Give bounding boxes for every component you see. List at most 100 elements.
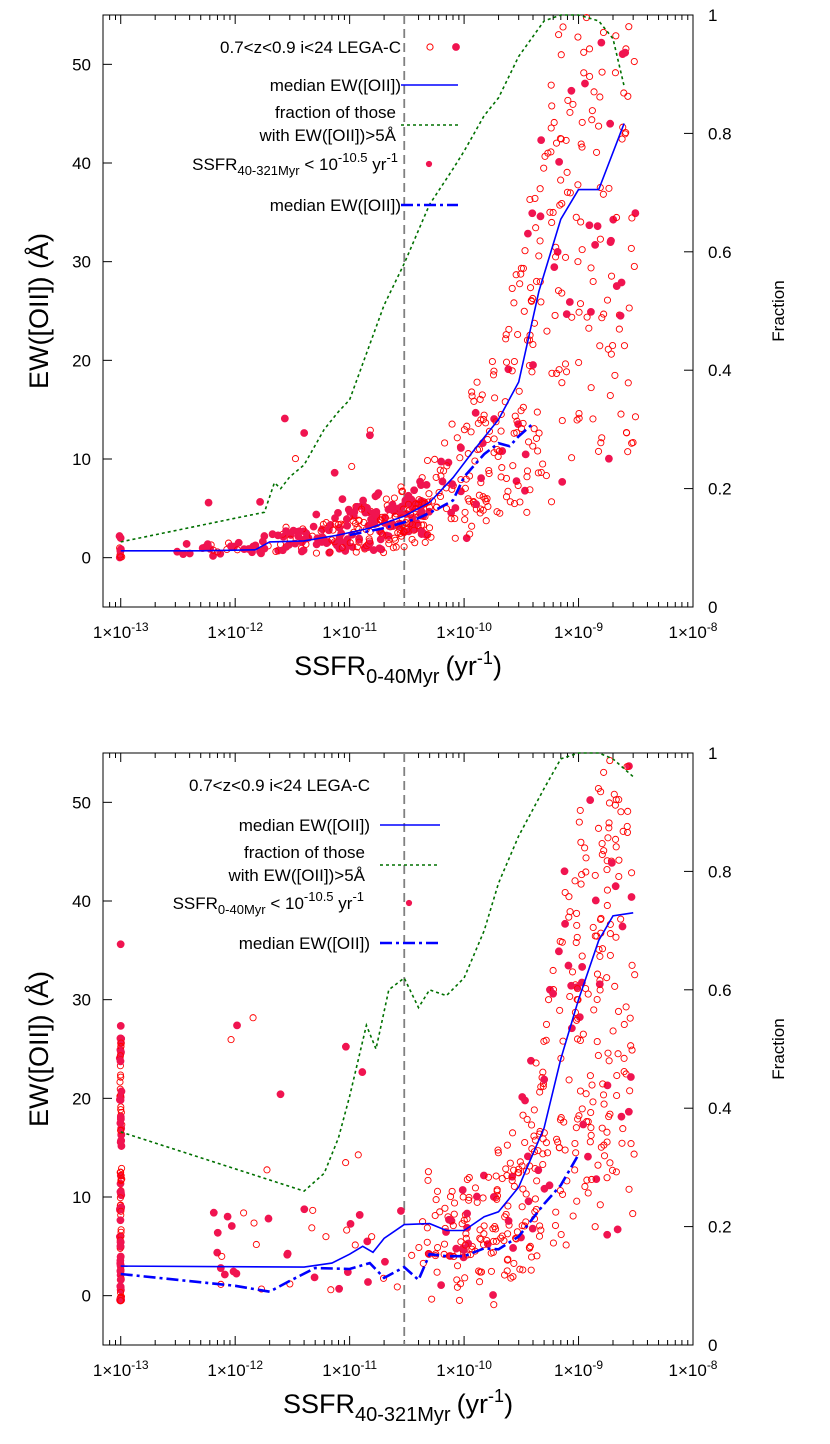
point-open [461,1241,469,1249]
point-open [348,462,356,471]
point-filled [381,1257,389,1266]
point-open [576,806,584,814]
point-filled [116,1138,125,1147]
point-open [593,970,602,978]
point-open [571,877,579,885]
point-open [540,164,548,172]
point-open [586,72,594,81]
point-open [620,89,628,97]
point-open [498,1174,506,1183]
point-filled [584,1152,592,1161]
point-open [578,246,586,254]
point-open [433,1268,441,1276]
point-open [117,1177,125,1185]
point-open [556,201,564,209]
point-filled [536,212,545,221]
point-open [510,500,519,508]
point-open [528,368,536,376]
point-filled [437,457,446,466]
point-open [627,1042,635,1050]
point-filled [233,1021,241,1030]
x-tick-label: 1×10-11 [322,1358,377,1380]
point-open [453,1276,461,1284]
x-tick-label: 1×10-13 [93,1358,149,1380]
point-filled [363,1237,372,1246]
point-filled [463,1209,471,1218]
point-filled [560,867,569,876]
point-open [468,522,476,530]
y-tick-label: 0 [82,1287,91,1306]
point-filled [591,896,600,905]
point-open [408,1251,416,1259]
point-open [355,538,363,546]
point-open [577,838,585,846]
point-open [379,1274,388,1282]
point-open [612,835,620,843]
point-open [537,1083,545,1091]
point-open [476,1234,484,1242]
point-open [631,413,640,421]
point-open [475,1267,483,1275]
point-open [577,218,585,226]
point-open [464,495,472,503]
point-open [516,280,524,288]
x-axis-title: SSFR40-321Myr (yr-1) [283,1386,513,1426]
point-open [569,1212,577,1220]
legend-marker-filled [452,43,460,51]
point-open [569,100,577,108]
point-open [566,992,574,1001]
point-open [620,1068,628,1076]
point-open [480,1222,488,1230]
point-open [598,68,606,76]
y-tick-label: 40 [72,892,91,911]
point-open [603,886,611,894]
point-open [614,1050,622,1058]
point-open [615,796,623,804]
point-open [523,467,532,475]
point-open [450,1199,459,1207]
point-open [117,553,125,561]
point-open [573,909,581,917]
point-open [502,1210,510,1218]
point-open [476,1278,484,1286]
point-open [490,449,498,457]
point-open [547,124,555,132]
point-open [415,496,423,504]
point-open [458,1220,466,1228]
y2-tick-label: 1 [708,6,717,25]
point-open [626,1087,634,1095]
point-open [433,1187,442,1195]
legend-marker-cut [405,899,413,907]
point-filled [343,521,352,530]
point-open [522,1218,530,1226]
point-filled [521,450,530,459]
point-open [572,938,580,947]
point-filled [310,1273,319,1282]
point-open [343,1226,351,1234]
point-open [572,213,580,221]
point-open [565,1076,573,1084]
point-open [561,360,569,368]
point-open [572,1124,580,1132]
point-open [623,828,632,836]
point-open [358,505,366,513]
point-open [504,1202,512,1210]
point-filled [448,480,457,489]
point-open [218,1252,226,1260]
point-open [600,847,608,855]
point-open [558,289,566,297]
point-open [512,1234,520,1242]
point-open [532,277,541,285]
point-open [508,1176,516,1185]
point-open [338,544,346,552]
point-open [252,1240,260,1249]
point-open [533,408,541,416]
point-open [603,296,612,304]
point-open [556,1006,564,1014]
point-open [497,427,505,435]
point-open [506,1159,514,1167]
point-open [559,23,567,31]
point-open [516,1158,524,1166]
point-open [549,208,557,217]
point-filled [116,1057,125,1066]
